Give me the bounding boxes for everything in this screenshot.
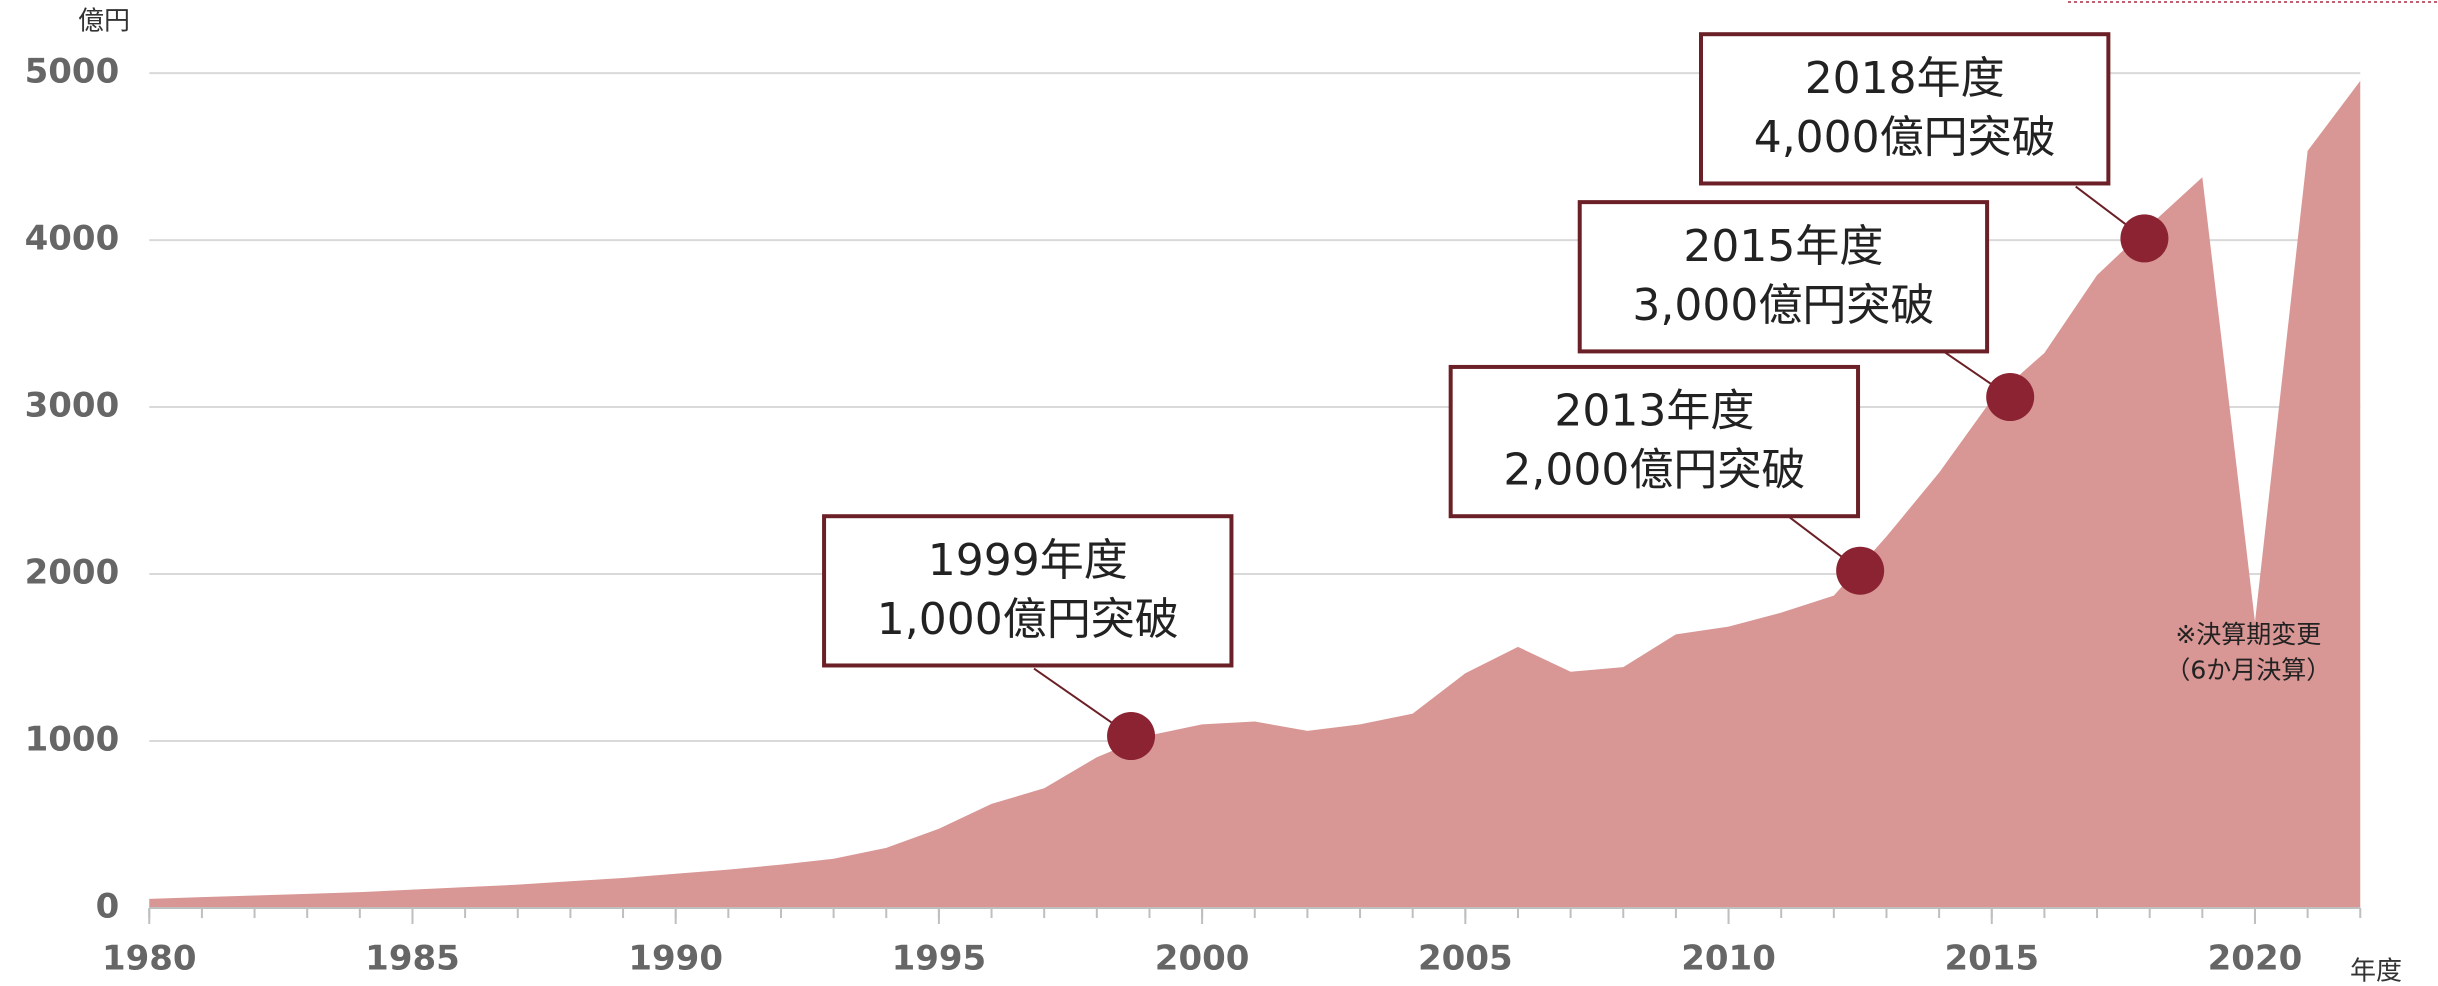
y-tick-label: 1000 xyxy=(25,720,120,760)
callout-box xyxy=(1577,200,1990,354)
callout-text: 2013年度 xyxy=(1554,386,1754,437)
callout-box xyxy=(1448,364,1861,519)
x-tick-label: 2015 xyxy=(1944,939,2039,979)
x-tick-label: 2010 xyxy=(1681,939,1776,979)
milestone-marker xyxy=(1986,373,2035,422)
milestone-marker xyxy=(1107,712,1156,761)
callout-text: 2,000億円突破 xyxy=(1503,445,1805,496)
x-tick-label: 1980 xyxy=(102,939,197,979)
callout-text: 2015年度 xyxy=(1683,221,1883,272)
y-tick-label: 5000 xyxy=(25,52,120,92)
note: （6か月決算） xyxy=(2165,656,2331,685)
area xyxy=(149,80,2361,909)
x-tick-label: 2000 xyxy=(1155,939,1250,979)
milestone-marker xyxy=(1836,546,1885,595)
y-tick-label: 3000 xyxy=(25,386,120,426)
y-tick-label: 0 xyxy=(96,887,120,927)
y-tick-label: 2000 xyxy=(25,553,120,593)
callout-text: 3,000億円突破 xyxy=(1632,280,1934,331)
y-tick-label: 4000 xyxy=(25,219,120,259)
callout-text: 1999年度 xyxy=(928,535,1128,586)
x-tick-label: 1995 xyxy=(892,939,987,979)
callout-text: 1,000億円突破 xyxy=(877,594,1179,645)
callout-box xyxy=(822,514,1234,668)
x-tick-label: 1990 xyxy=(628,939,723,979)
x-tick-label: 1985 xyxy=(365,939,460,979)
callout-box xyxy=(1699,32,2111,186)
note: ※決算期変更 xyxy=(2175,620,2321,649)
y-unit: 億円 xyxy=(78,7,130,37)
x-tick-label: 2005 xyxy=(1418,939,1513,979)
x-tick-label: 2020 xyxy=(2208,939,2303,979)
callout-text: 4,000億円突破 xyxy=(1754,112,2056,163)
x-label: 年度 xyxy=(2350,957,2402,986)
callout-text: 2018年度 xyxy=(1805,53,2005,104)
milestone-marker xyxy=(2120,214,2169,263)
